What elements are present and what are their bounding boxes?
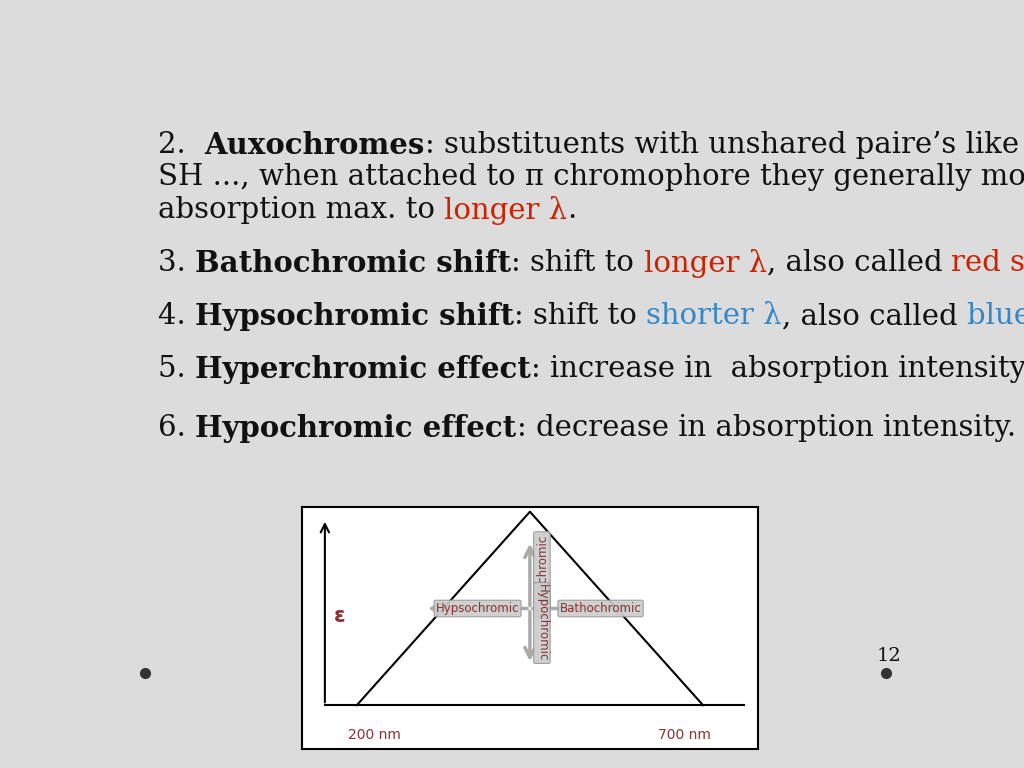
Text: longer λ: longer λ <box>444 196 567 225</box>
Text: 6.: 6. <box>158 415 196 442</box>
Text: Bathochromic: Bathochromic <box>560 602 641 615</box>
Text: longer λ: longer λ <box>643 249 767 278</box>
Text: Hypochromic effect: Hypochromic effect <box>196 415 516 443</box>
Text: blue shift.: blue shift. <box>967 302 1024 330</box>
Text: 12: 12 <box>877 647 902 664</box>
Text: Hypochromic: Hypochromic <box>536 584 549 662</box>
Text: , also called: , also called <box>767 249 951 277</box>
Text: 4.: 4. <box>158 302 196 330</box>
Text: Hypsochromic: Hypsochromic <box>436 602 519 615</box>
Text: 3.: 3. <box>158 249 196 277</box>
Text: red shift.: red shift. <box>951 249 1024 277</box>
Text: : decrease in absorption intensity.: : decrease in absorption intensity. <box>516 415 1016 442</box>
Text: shorter λ: shorter λ <box>646 302 781 330</box>
Text: 2.: 2. <box>158 131 205 159</box>
Text: ε: ε <box>334 606 346 626</box>
Text: Hyperchromic: Hyperchromic <box>536 534 549 616</box>
Text: : shift to: : shift to <box>511 249 643 277</box>
Text: 200 nm: 200 nm <box>347 727 400 742</box>
Text: Auxochromes: Auxochromes <box>205 131 425 160</box>
Text: : shift to: : shift to <box>514 302 646 330</box>
Text: .: . <box>567 196 577 223</box>
Text: 700 nm: 700 nm <box>657 727 711 742</box>
Text: , also called: , also called <box>781 302 967 330</box>
Text: : substituents with unshared paire’s like OH, NH,: : substituents with unshared paire’s lik… <box>425 131 1024 159</box>
Text: Hyperchromic effect: Hyperchromic effect <box>196 356 531 384</box>
Text: Bathochromic shift: Bathochromic shift <box>196 249 511 278</box>
Text: : increase in  absorption intensity.: : increase in absorption intensity. <box>531 356 1024 383</box>
Text: 5.: 5. <box>158 356 196 383</box>
Text: absorption max. to: absorption max. to <box>158 196 444 223</box>
Text: Hypsochromic shift: Hypsochromic shift <box>196 302 514 331</box>
Text: SH ..., when attached to π chromophore they generally move the: SH ..., when attached to π chromophore t… <box>158 163 1024 191</box>
